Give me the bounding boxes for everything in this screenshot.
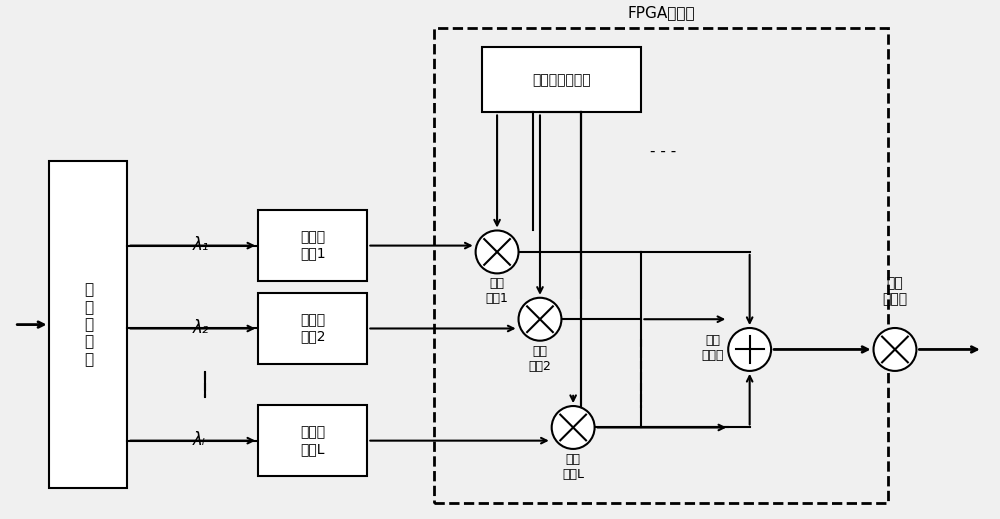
Bar [258, 210, 367, 281]
Text: 解码
加法器: 解码 加法器 [702, 334, 724, 362]
Text: 权重
乘法器: 权重 乘法器 [882, 276, 908, 307]
Text: λ₁: λ₁ [193, 236, 209, 254]
Text: 解码
乘法L: 解码 乘法L [562, 453, 584, 481]
Bar [434, 28, 888, 502]
Text: 波
分
复
用
器: 波 分 复 用 器 [84, 282, 93, 367]
Bar [258, 293, 367, 364]
Circle shape [519, 298, 561, 340]
Text: 光电检
测全1: 光电检 测全1 [300, 230, 326, 261]
Bar [482, 47, 641, 113]
Circle shape [874, 328, 916, 371]
Circle shape [476, 230, 519, 274]
Text: 扩频码字运算器: 扩频码字运算器 [533, 73, 591, 87]
Circle shape [552, 406, 595, 449]
Bar [258, 405, 367, 476]
Text: 光电检
测全2: 光电检 测全2 [300, 313, 326, 344]
Circle shape [728, 328, 771, 371]
Text: 解码
乘法1: 解码 乘法1 [486, 277, 509, 305]
Bar [49, 161, 127, 488]
Text: - - -: - - - [650, 144, 676, 159]
Text: λ₂: λ₂ [193, 319, 209, 337]
Text: λₗ: λₗ [193, 431, 205, 449]
Text: 解码
乘法2: 解码 乘法2 [529, 345, 551, 373]
Text: 光电检
测器L: 光电检 测器L [300, 426, 325, 456]
Text: FPGA解码器: FPGA解码器 [627, 5, 695, 20]
